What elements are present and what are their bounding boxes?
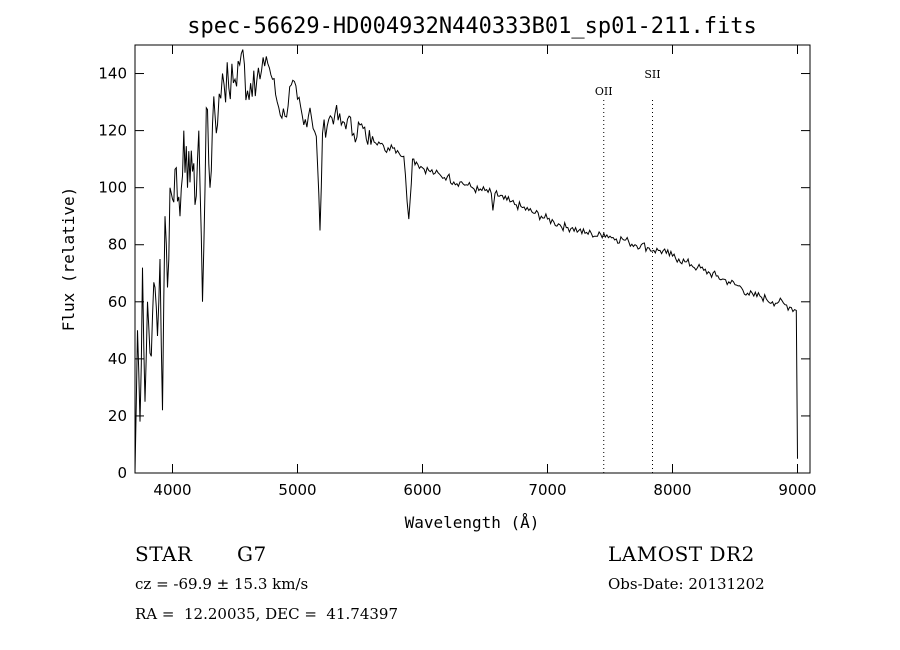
y-tick-label: 140 xyxy=(98,65,127,83)
y-tick-label: 120 xyxy=(98,122,127,140)
y-tick-label: 40 xyxy=(108,350,127,368)
plot-frame xyxy=(134,44,811,474)
y-tick-label: 60 xyxy=(108,293,127,311)
y-tick-label: 0 xyxy=(117,464,127,482)
axis-ticks: 4000 5000 6000 7000 8000 9000 0 20 40 60 80 100 120 1… xyxy=(98,45,817,499)
y-tick-label: 80 xyxy=(108,236,127,254)
x-axis-label: Wavelength (Å) xyxy=(405,513,540,532)
x-tick-label: 9000 xyxy=(778,481,816,499)
x-tick-label: 5000 xyxy=(278,481,316,499)
observation-date: Obs-Date: 20131202 xyxy=(608,575,765,593)
spectrum-line xyxy=(134,49,798,474)
y-tick-label: 100 xyxy=(98,179,127,197)
survey-name: LAMOST DR2 xyxy=(608,542,755,566)
y-tick-label: 20 xyxy=(108,407,127,425)
x-tick-label: 7000 xyxy=(528,481,566,499)
x-tick-label: 6000 xyxy=(403,481,441,499)
spectral-subclass: G7 xyxy=(237,542,267,566)
line-marker-label: OII xyxy=(595,85,613,98)
redshift-velocity: cz = -69.9 ± 15.3 km/s xyxy=(135,575,309,593)
y-axis-label: Flux (relative) xyxy=(59,187,78,332)
coordinates: RA = 12.20035, DEC = 41.74397 xyxy=(135,605,399,623)
object-class: STAR xyxy=(135,542,193,566)
x-tick-label: 4000 xyxy=(153,481,191,499)
x-tick-label: 8000 xyxy=(653,481,691,499)
chart-title: spec-56629-HD004932N440333B01_sp01-211.f… xyxy=(187,14,757,39)
line-markers: OII SII xyxy=(595,68,661,473)
line-marker-label: SII xyxy=(644,68,660,81)
